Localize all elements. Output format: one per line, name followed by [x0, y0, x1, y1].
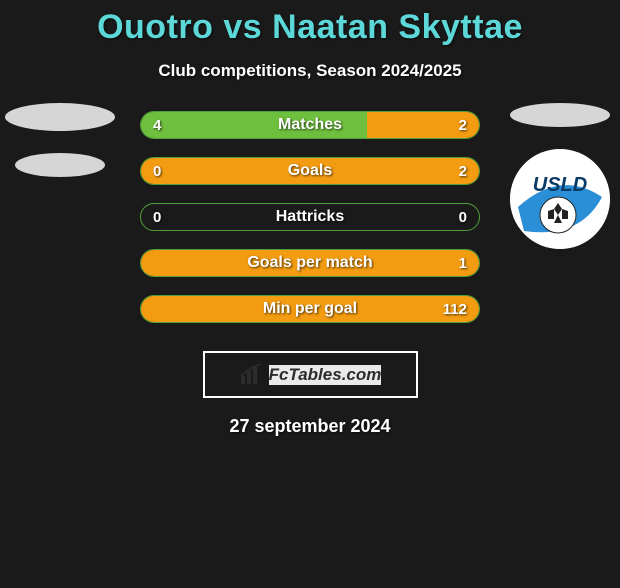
- stat-label: Matches: [141, 112, 479, 138]
- footer-date: 27 september 2024: [0, 416, 620, 437]
- stat-row-goals: 0 Goals 2: [140, 157, 480, 185]
- bar-chart-icon: [239, 364, 265, 386]
- usld-club-badge: USLD: [510, 149, 610, 249]
- fctables-brand-text: FcTables.com: [269, 365, 382, 385]
- right-player-badges: USLD: [500, 103, 620, 249]
- stat-label: Hattricks: [141, 204, 479, 230]
- svg-text:USLD: USLD: [533, 174, 587, 196]
- stat-label: Goals: [141, 158, 479, 184]
- stat-right-value: 1: [459, 250, 467, 276]
- fctables-brand-box: FcTables.com: [203, 351, 418, 398]
- usld-badge-icon: USLD: [510, 149, 610, 249]
- page-subtitle: Club competitions, Season 2024/2025: [0, 61, 620, 81]
- left-badge-placeholder-2: [15, 153, 105, 177]
- stat-row-matches: 4 Matches 2: [140, 111, 480, 139]
- left-player-badges: [0, 103, 120, 199]
- stat-label: Goals per match: [141, 250, 479, 276]
- stat-bars: 4 Matches 2 0 Goals 2 0 Hattricks 0 Goal…: [140, 111, 480, 341]
- stat-label: Min per goal: [141, 296, 479, 322]
- right-badge-placeholder-1: [510, 103, 610, 127]
- page-title: Ouotro vs Naatan Skyttae: [0, 8, 620, 47]
- stat-row-goals-per-match: Goals per match 1: [140, 249, 480, 277]
- stat-right-value: 0: [459, 204, 467, 230]
- stat-right-value: 2: [459, 158, 467, 184]
- stat-right-value: 2: [459, 112, 467, 138]
- stat-row-hattricks: 0 Hattricks 0: [140, 203, 480, 231]
- stats-comparison: USLD 4 Matches 2 0 Goals 2: [0, 111, 620, 341]
- stat-row-min-per-goal: Min per goal 112: [140, 295, 480, 323]
- stat-right-value: 112: [443, 296, 467, 322]
- left-badge-placeholder-1: [5, 103, 115, 131]
